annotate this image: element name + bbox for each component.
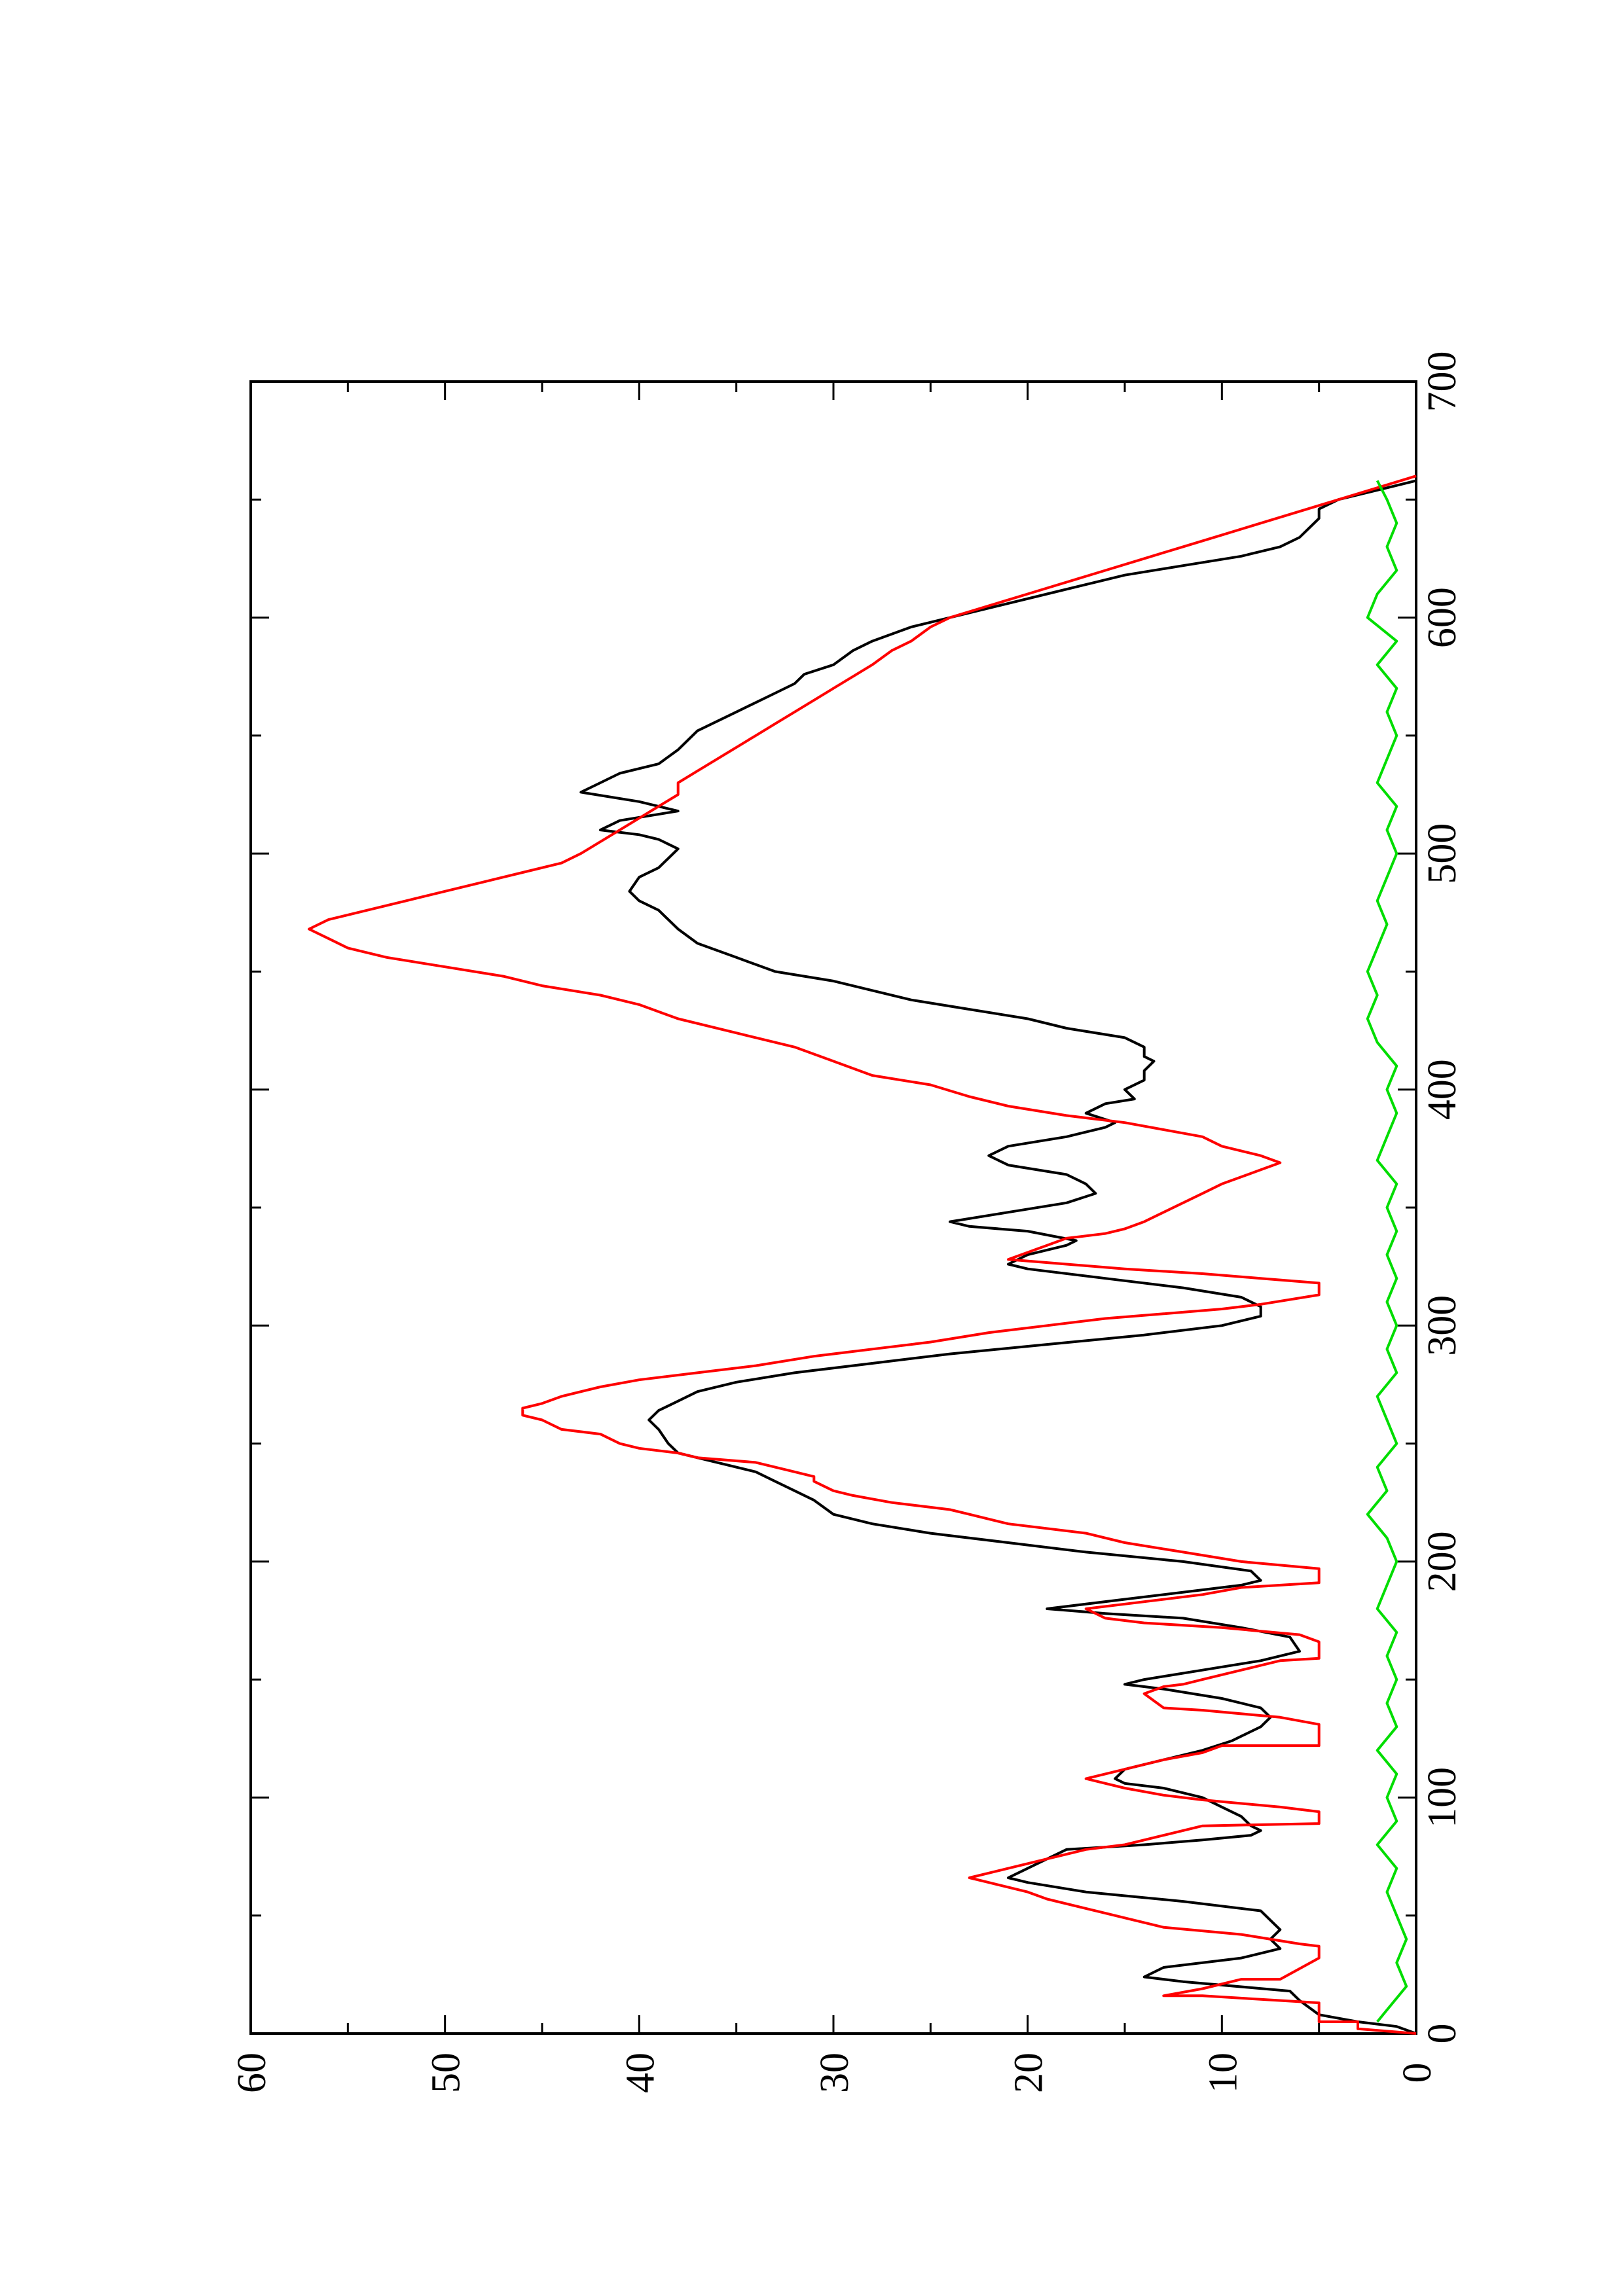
- x-tick-label: 0: [1420, 2024, 1465, 2044]
- x-tick-label: 300: [1420, 1295, 1465, 1356]
- y-tick-label: 20: [1007, 2053, 1051, 2093]
- x-tick-label: 500: [1420, 823, 1465, 884]
- plot-axes: [249, 380, 1417, 2035]
- plot-frame: [249, 380, 1417, 2035]
- tick-labels: 0 100 200 300 400 500 600 700 0 10 20 30 40 50 60: [230, 351, 1465, 2094]
- y-tick-label: 60: [230, 2053, 274, 2093]
- series-layer: [308, 475, 1417, 2035]
- y-tick-label: 30: [812, 2053, 857, 2093]
- series-line-2: [308, 475, 1417, 2035]
- y-tick-label: 50: [424, 2053, 469, 2093]
- y-tick-label: 40: [618, 2053, 663, 2093]
- y-tick-label: 0: [1395, 2063, 1440, 2083]
- y-tick-label: 10: [1201, 2053, 1245, 2093]
- x-tick-label: 200: [1420, 1531, 1465, 1592]
- x-tick-label: 400: [1420, 1059, 1465, 1120]
- series-line-1: [579, 479, 1417, 2035]
- x-tick-label: 100: [1420, 1767, 1465, 1828]
- series-line-3: [1366, 480, 1408, 2023]
- x-tick-label: 700: [1420, 351, 1465, 412]
- x-tick-label: 600: [1420, 587, 1465, 648]
